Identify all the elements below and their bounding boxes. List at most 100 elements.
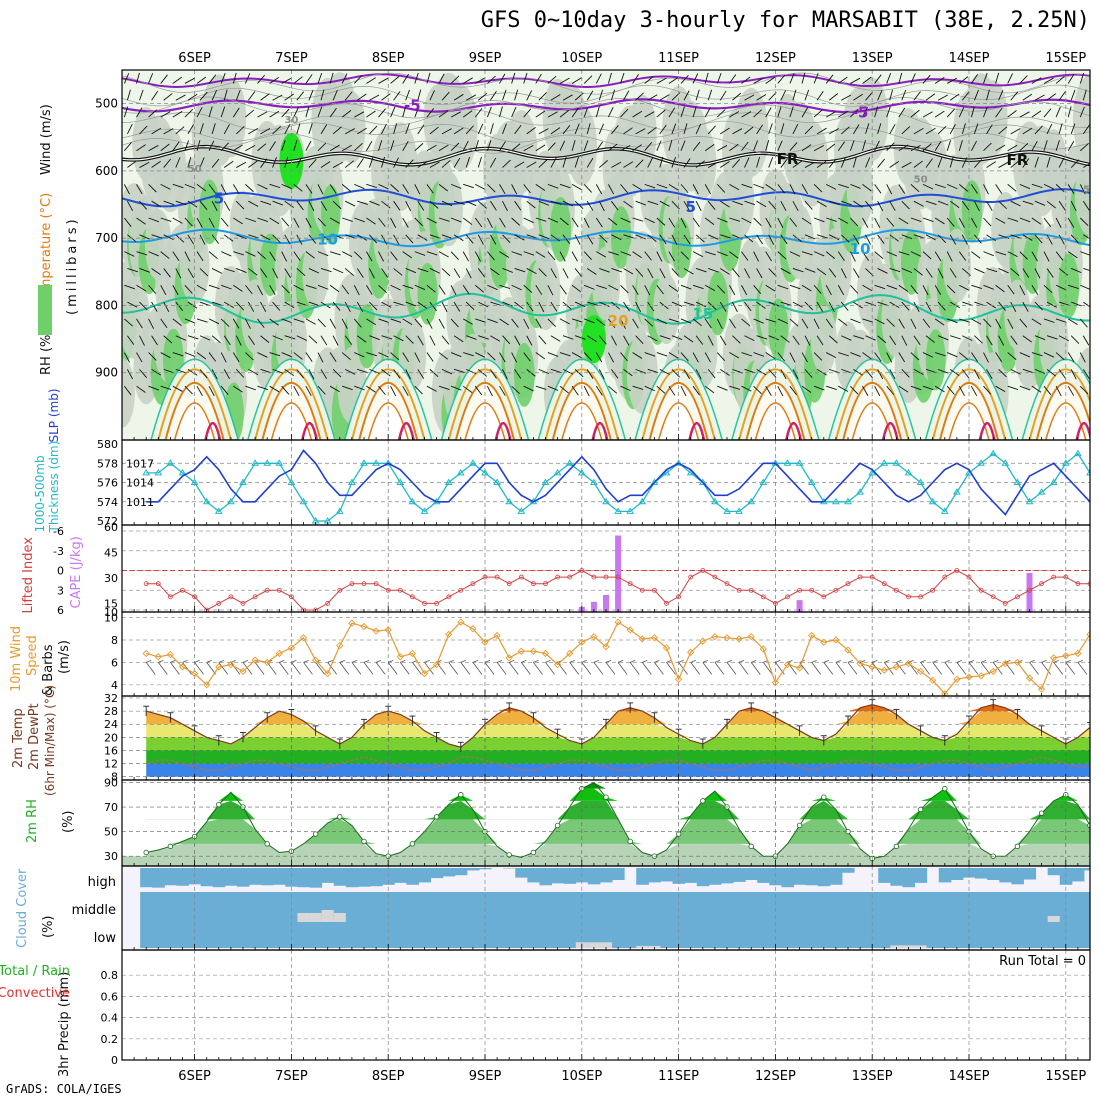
wind-barb — [511, 318, 519, 328]
wind-barb — [344, 160, 355, 168]
wind-barb — [475, 77, 486, 84]
thickness-line — [146, 452, 1090, 522]
wind-barb — [1055, 284, 1067, 291]
wind-barb — [656, 352, 668, 357]
wind-barb — [1092, 252, 1100, 255]
wind-barb — [151, 200, 162, 208]
high-cloud-bar — [599, 868, 613, 883]
wind-barb — [647, 94, 658, 101]
lifted-tick-label: 0 — [57, 565, 64, 578]
wind-barb — [744, 268, 751, 279]
wind-barb — [148, 73, 154, 84]
wind-barb — [753, 140, 759, 151]
cloud-fill — [176, 892, 190, 922]
wind-barb — [705, 251, 716, 256]
wind-barb — [901, 89, 907, 101]
wind-barb — [127, 369, 134, 380]
wind-barb — [841, 368, 852, 374]
wind-barb — [1034, 335, 1046, 341]
wind-barb — [753, 318, 764, 324]
wind-barb — [151, 268, 161, 276]
wind-barb — [175, 157, 181, 168]
wind-barb — [269, 217, 280, 225]
wind-barb — [441, 128, 452, 135]
wind-barb — [1092, 386, 1100, 391]
lifted-tick-label: -3 — [53, 545, 64, 558]
wind-barb — [211, 200, 218, 212]
wind-barb — [550, 94, 561, 101]
lifted-index-point — [361, 581, 367, 587]
cloud-clear-bar — [914, 945, 928, 948]
wind-barb — [789, 318, 799, 327]
wind-barb — [828, 301, 835, 313]
wind-barb — [305, 74, 313, 84]
wind-barb — [789, 284, 801, 290]
surface-wind-barb-flag — [448, 660, 454, 663]
wind-barb — [272, 200, 284, 206]
wind-speed-point — [916, 667, 925, 675]
surface-wind-barb — [351, 662, 362, 675]
wind-barb — [490, 301, 502, 306]
wind-barb — [429, 200, 439, 209]
lifted-index-point — [555, 574, 560, 580]
slp-label: SLP (mb) — [47, 388, 61, 442]
cloud-fill — [660, 922, 674, 948]
rh2m-unit: (%) — [61, 811, 76, 834]
wind-barb — [199, 91, 208, 101]
cloud-fill — [757, 922, 770, 948]
wind-barb — [417, 268, 429, 273]
wind-barb — [293, 352, 303, 360]
wind-barb — [998, 301, 1006, 311]
wind-barb — [462, 251, 470, 262]
wind-barb — [175, 94, 186, 101]
rh-point — [917, 806, 924, 813]
wind-barb — [547, 183, 559, 189]
wind-barb — [511, 284, 522, 291]
lifted-index-point — [143, 581, 149, 587]
cloud-fill — [999, 922, 1012, 948]
bottom-date-label: 8SEP — [372, 1069, 405, 1084]
lifted-index-point — [167, 594, 173, 600]
wind-barb — [329, 184, 337, 194]
wind-barb — [378, 217, 386, 227]
wind-barb — [308, 123, 313, 135]
wind-barb — [586, 268, 597, 275]
rh-mid-blob — [505, 110, 538, 194]
wind-barb — [357, 335, 367, 343]
wind-barb — [695, 123, 702, 135]
wind-barb — [502, 234, 511, 244]
surface-wind-barb — [508, 662, 519, 675]
wind-speed-point — [808, 631, 816, 640]
wind-barb — [898, 284, 909, 292]
wind-barb — [208, 318, 220, 325]
contour-label: 10 — [850, 240, 871, 258]
wind-barb — [329, 72, 334, 84]
wind-barb — [816, 90, 824, 101]
wind-barb — [947, 183, 958, 190]
contour-label: 50 — [1083, 185, 1097, 196]
wind-barb — [184, 183, 196, 189]
temp-30-contour — [397, 421, 415, 440]
upper-air-unit: (millibars) — [65, 216, 80, 315]
lifted-index-point — [712, 574, 718, 580]
wind-barb — [526, 161, 537, 168]
wind-barb — [753, 385, 762, 395]
temp-20-contour — [931, 368, 1007, 440]
wind-barb — [559, 140, 566, 151]
wind-barb — [611, 335, 617, 346]
wind-speed-point — [275, 649, 283, 658]
surface-wind-barb — [823, 662, 834, 675]
wind-barb — [574, 156, 579, 168]
wind-barb — [550, 335, 561, 342]
wind-barb — [765, 318, 777, 323]
rh-mid-blob — [179, 226, 210, 305]
wind-barb — [949, 301, 960, 309]
wind-barb — [248, 268, 258, 276]
wind-barb — [329, 352, 337, 362]
wind-barb — [293, 140, 298, 151]
wind-barb — [949, 368, 960, 377]
precip-convective-label: Convective — [0, 986, 70, 1001]
cloud-fill — [769, 922, 782, 948]
wind-barb — [571, 140, 576, 151]
wind-barb — [402, 184, 409, 194]
